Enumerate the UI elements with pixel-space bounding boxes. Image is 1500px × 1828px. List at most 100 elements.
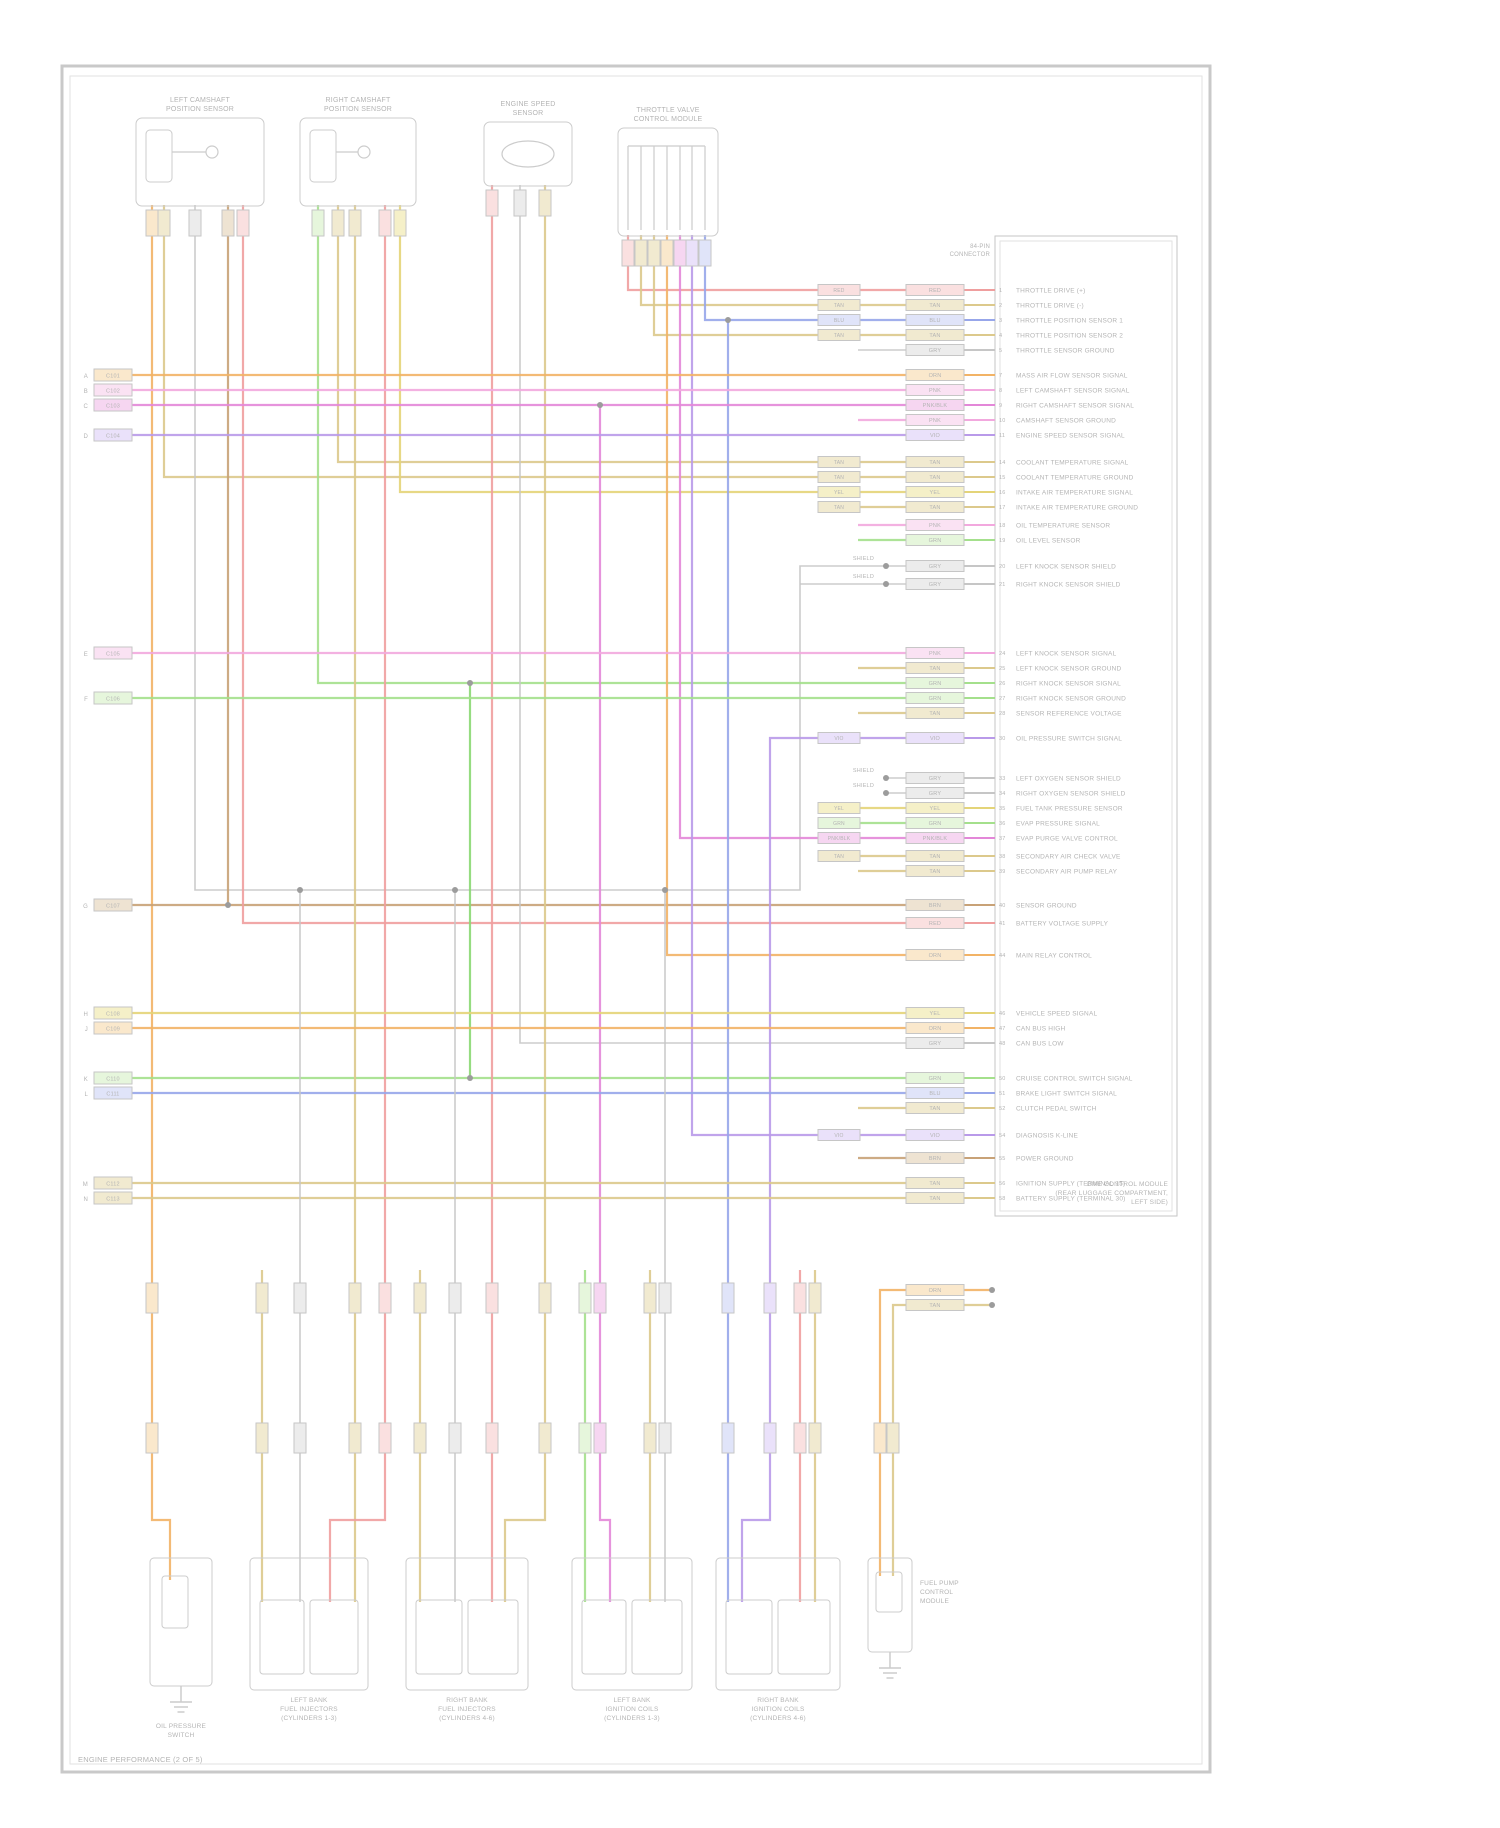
shield-label: SHIELD <box>853 768 874 774</box>
pin-box <box>905 578 965 590</box>
pin-signal-label: ENGINE SPEED SENSOR SIGNAL <box>1016 433 1125 440</box>
pin-number: 21 <box>999 582 1006 588</box>
pin-box-code: TAN <box>929 505 940 511</box>
pin-signal-label: RIGHT CAMSHAFT SENSOR SIGNAL <box>1016 403 1134 410</box>
edge-connector <box>93 1071 133 1085</box>
wire-connector <box>538 1422 552 1454</box>
component-label: (CYLINDERS 4-6) <box>439 1715 495 1722</box>
inline-connector-code: TAN <box>834 460 844 466</box>
pin-box-code: ORN <box>929 953 942 959</box>
edge-connector <box>93 1086 133 1100</box>
edge-connector-code: C111 <box>106 1092 119 1098</box>
edge-connector-code: C103 <box>106 404 120 410</box>
pin-box-code: GRY <box>929 776 942 782</box>
pin-number: 33 <box>999 776 1006 782</box>
wire-connector <box>485 1422 499 1454</box>
shield-label: SHIELD <box>853 574 874 580</box>
component-detail <box>631 1599 683 1675</box>
pin-box <box>905 1129 965 1141</box>
pin-number: 9 <box>999 403 1002 409</box>
pin-signal-label: SENSOR GROUND <box>1016 903 1077 910</box>
pin-box-code: VIO <box>930 736 941 742</box>
pin-box-code: ORN <box>929 1026 942 1032</box>
pin-box-code: BLU <box>929 318 940 324</box>
inline-connector <box>817 732 861 744</box>
edge-connector-code: C112 <box>106 1182 120 1188</box>
wire-violet <box>740 736 906 1602</box>
wire-tan <box>503 185 547 1602</box>
pin-number: 36 <box>999 821 1006 827</box>
wire-connector <box>236 209 250 237</box>
component-detail <box>501 140 555 168</box>
inline-connector <box>817 802 861 814</box>
pin-signal-label: INTAKE AIR TEMPERATURE SIGNAL <box>1016 490 1133 497</box>
pin-box <box>905 662 965 674</box>
component-detail <box>161 1575 189 1629</box>
component-detail <box>145 129 173 183</box>
component-detail <box>467 1599 519 1675</box>
pin-box-code: PNK <box>929 523 941 529</box>
component-label: ENGINE SPEED <box>501 101 556 108</box>
pin-box-code: PNK/BLK <box>923 403 948 409</box>
splice-dot <box>883 775 889 781</box>
splice-dot <box>883 563 889 569</box>
wire-connector <box>378 1282 392 1314</box>
pin-number: 38 <box>999 854 1006 860</box>
component-detail <box>777 1599 831 1675</box>
pin-number: 46 <box>999 1011 1006 1017</box>
pin-box <box>905 486 965 498</box>
pin-box <box>905 369 965 381</box>
splice-dot <box>662 887 668 893</box>
pin-box-code: GRY <box>929 582 942 588</box>
pin-number: 48 <box>999 1041 1006 1047</box>
wire-connector <box>378 1422 392 1454</box>
pin-signal-label: EVAP PURGE VALVE CONTROL <box>1016 836 1118 843</box>
pin-box-code: VIO <box>930 1133 941 1139</box>
wire-connector <box>221 209 235 237</box>
pin-signal-label: SENSOR REFERENCE VOLTAGE <box>1016 711 1122 718</box>
component-label: FUEL INJECTORS <box>280 1706 338 1713</box>
wire-blue <box>703 235 906 322</box>
wire-connector <box>808 1422 822 1454</box>
wire-connector <box>886 1422 900 1454</box>
pin-signal-label: BATTERY SUPPLY (TERMINAL 30) <box>1016 1196 1126 1203</box>
pin-box <box>905 647 965 659</box>
component-label: FUEL INJECTORS <box>438 1706 496 1713</box>
pin-signal-label: LEFT KNOCK SENSOR SIGNAL <box>1016 651 1117 658</box>
edge-connector-letter: C <box>83 404 88 410</box>
pin-box-code: PNK <box>929 388 941 394</box>
wire-orange <box>665 235 906 957</box>
edge-connector-letter: E <box>84 652 88 658</box>
pin-number: 25 <box>999 666 1006 672</box>
pin-signal-label: COOLANT TEMPERATURE SIGNAL <box>1016 460 1129 467</box>
pin-number: 50 <box>999 1076 1006 1082</box>
component <box>135 117 265 207</box>
wire-connector <box>145 1422 159 1454</box>
pin-number: 7 <box>999 373 1002 379</box>
splice-dot <box>225 902 231 908</box>
pin-number: 18 <box>999 523 1006 529</box>
pin-signal-label: OIL PRESSURE SWITCH SIGNAL <box>1016 736 1122 743</box>
pin-box-code: TAN <box>929 460 940 466</box>
pin-signal-label: THROTTLE DRIVE (+) <box>1016 288 1086 295</box>
wire-connector <box>485 1282 499 1314</box>
splice-dot <box>725 317 731 323</box>
pin-number: 17 <box>999 505 1006 511</box>
edge-connector-code: C109 <box>106 1027 120 1033</box>
pin-box-code: GRN <box>929 1076 942 1082</box>
pin-box-code: YEL <box>930 1011 941 1017</box>
pin-box-code: YEL <box>930 806 941 812</box>
pin-box <box>905 314 965 326</box>
splice-dot <box>452 887 458 893</box>
wire-tan <box>336 205 906 464</box>
inline-connector <box>817 299 861 311</box>
pin-number: 20 <box>999 564 1006 570</box>
component-label: THROTTLE VALVE <box>636 107 699 114</box>
pin-signal-label: CLUTCH PEDAL SWITCH <box>1016 1106 1097 1113</box>
inline-connector-code: VIO <box>834 1133 843 1139</box>
pin-box-code: PNK <box>929 418 941 424</box>
pin-box <box>905 534 965 546</box>
component-label: FUEL PUMP <box>920 1580 959 1587</box>
wire-connector <box>348 1282 362 1314</box>
